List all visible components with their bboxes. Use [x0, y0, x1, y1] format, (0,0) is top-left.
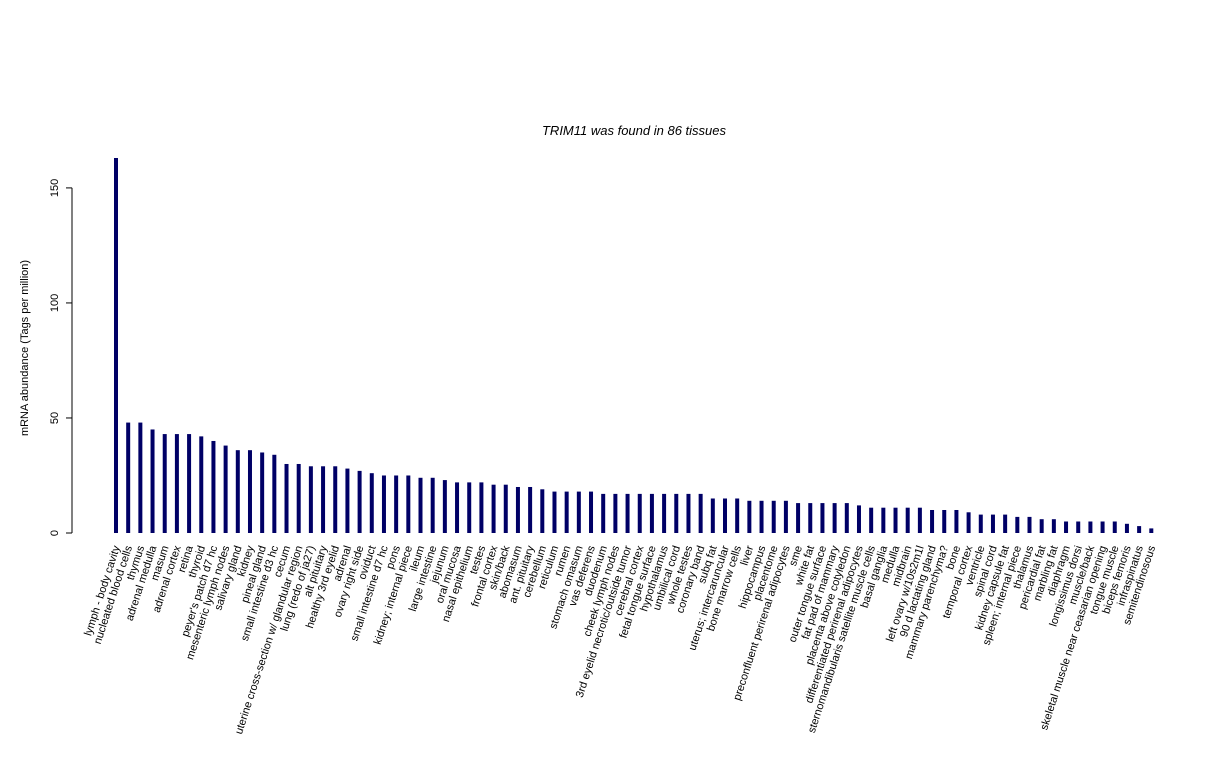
bar [747, 500, 752, 533]
bar [357, 470, 362, 533]
bar [1100, 521, 1105, 533]
bar [1064, 521, 1069, 533]
bar [199, 436, 204, 533]
bar [418, 477, 423, 533]
bar [893, 507, 898, 533]
y-axis-label: mRNA abundance (Tags per million) [19, 260, 31, 436]
y-tick-label: 100 [49, 294, 61, 312]
bar [406, 475, 411, 533]
bar [966, 512, 971, 533]
chart-title: TRIM11 was found in 86 tissues [542, 123, 727, 138]
bar [150, 429, 155, 533]
bar [321, 466, 326, 533]
bar [601, 493, 606, 533]
bar [126, 422, 131, 533]
bar [260, 452, 265, 533]
bar [479, 482, 484, 533]
bar [345, 468, 350, 533]
bar [174, 434, 179, 533]
bar [442, 480, 447, 533]
bar [1051, 519, 1056, 533]
bar [832, 503, 837, 533]
bar [1149, 528, 1154, 533]
bar [467, 482, 472, 533]
bar [905, 507, 910, 533]
bar [674, 493, 679, 533]
bar [649, 493, 654, 533]
bar [710, 498, 715, 533]
bar [503, 484, 508, 533]
bar [381, 475, 386, 533]
bar [637, 493, 642, 533]
bar [1015, 516, 1020, 533]
bar [576, 491, 581, 533]
bar [430, 477, 435, 533]
bar [771, 500, 776, 533]
bar [491, 484, 496, 533]
bar [820, 503, 825, 533]
bar [1088, 521, 1093, 533]
bar [455, 482, 460, 533]
bar [162, 434, 167, 533]
bar [856, 505, 861, 533]
bar [515, 486, 520, 533]
bar [114, 158, 118, 533]
bar [735, 498, 740, 533]
bar [187, 434, 192, 533]
bar [540, 489, 545, 533]
bar [394, 475, 399, 533]
bar [369, 473, 374, 533]
bar [333, 466, 338, 533]
bar [662, 493, 667, 533]
bar [942, 509, 947, 533]
bar [869, 507, 874, 533]
bar [954, 509, 959, 533]
bar [1112, 521, 1117, 533]
bar [1003, 514, 1008, 533]
bar [272, 454, 277, 533]
bar [625, 493, 630, 533]
bar [308, 466, 313, 533]
y-tick-label: 50 [49, 412, 61, 424]
bar [759, 500, 764, 533]
bar [1124, 523, 1129, 533]
bar [917, 507, 922, 533]
bar [247, 450, 252, 533]
bar [686, 493, 691, 533]
bar [978, 514, 983, 533]
bar [930, 509, 935, 533]
bar [698, 493, 703, 533]
bar [990, 514, 995, 533]
bar [589, 491, 594, 533]
bar [528, 486, 533, 533]
bar [296, 463, 301, 533]
bar [1039, 519, 1044, 533]
bar [1027, 516, 1032, 533]
bar [808, 503, 813, 533]
bar [723, 498, 727, 533]
bar [1137, 526, 1142, 533]
bar [783, 500, 788, 533]
y-tick-label: 150 [49, 179, 61, 197]
bar [796, 503, 801, 533]
bar [211, 440, 216, 533]
y-tick-label: 0 [49, 530, 61, 536]
bar [223, 445, 228, 533]
bar [138, 422, 143, 533]
bar [613, 493, 618, 533]
bar [552, 491, 557, 533]
bar [881, 507, 886, 533]
bar [844, 503, 849, 533]
bar [284, 463, 289, 533]
bar [235, 450, 240, 533]
bar [1076, 521, 1081, 533]
bar [564, 491, 569, 533]
